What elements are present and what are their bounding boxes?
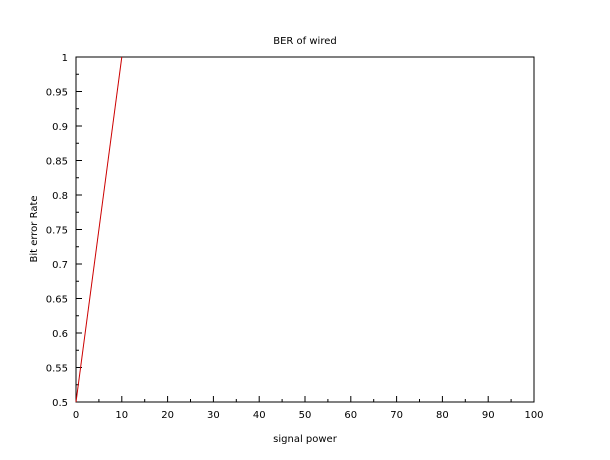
y-tick-label: 0.7 bbox=[52, 260, 68, 271]
x-axis-title: signal power bbox=[273, 434, 338, 445]
y-axis-title: Bit error Rate bbox=[29, 195, 40, 262]
series-line bbox=[75, 56, 123, 403]
chart-title: BER of wired bbox=[273, 36, 336, 47]
y-tick-label: 0.9 bbox=[52, 122, 68, 133]
y-tick-label: 0.75 bbox=[46, 226, 68, 237]
y-tick-label: 0.55 bbox=[46, 364, 68, 375]
x-tick-label: 60 bbox=[344, 410, 357, 421]
x-tick-label: 100 bbox=[524, 410, 543, 421]
x-tick-label: 40 bbox=[253, 410, 266, 421]
x-tick-label: 80 bbox=[436, 410, 449, 421]
x-tick-label: 70 bbox=[390, 410, 403, 421]
x-tick-label: 50 bbox=[299, 410, 312, 421]
y-tick-label: 0.95 bbox=[46, 88, 68, 99]
y-tick-label: 0.65 bbox=[46, 295, 68, 306]
y-tick-label: 0.6 bbox=[52, 329, 68, 340]
y-tick-label: 0.8 bbox=[52, 191, 68, 202]
plot-area-frame bbox=[75, 56, 535, 403]
y-tick-label: 0.5 bbox=[52, 398, 68, 409]
x-tick-label: 30 bbox=[207, 410, 220, 421]
x-tick-label: 0 bbox=[73, 410, 79, 421]
y-tick-label: 0.85 bbox=[46, 157, 68, 168]
y-tick-label: 1 bbox=[62, 53, 68, 64]
x-tick-label: 20 bbox=[161, 410, 174, 421]
x-tick-label: 90 bbox=[482, 410, 495, 421]
x-tick-label: 10 bbox=[115, 410, 128, 421]
